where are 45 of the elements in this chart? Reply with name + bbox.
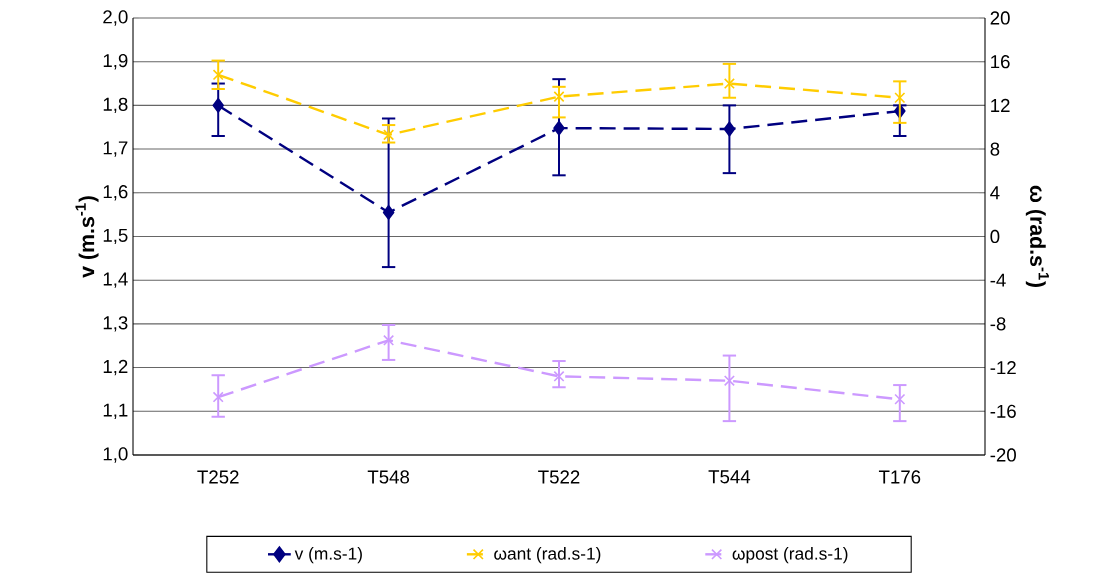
point <box>723 78 735 90</box>
point <box>212 391 224 403</box>
y-tick-label: 1,0 <box>103 447 128 463</box>
x-tick-label: T522 <box>538 470 580 484</box>
y-tick-label: 2,0 <box>103 10 128 26</box>
point <box>894 92 906 104</box>
legend-label: v (m.s-1) <box>294 547 362 564</box>
point <box>894 393 906 405</box>
y2-tick-label: 4 <box>990 186 1000 200</box>
y-tick-label: 1,3 <box>103 316 128 332</box>
point <box>382 204 395 220</box>
y-tick-label: 1,2 <box>103 359 128 376</box>
y2-tick-label: 12 <box>991 98 1010 112</box>
y-tick-label: 1,5 <box>103 228 128 245</box>
y-tick-label: 1,6 <box>103 185 128 201</box>
point <box>723 375 735 387</box>
point <box>383 334 395 346</box>
point <box>212 97 225 113</box>
y-tick-label: 1,9 <box>103 53 128 70</box>
legend-label: ωant (rad.s-1) <box>494 547 601 564</box>
point <box>723 121 736 137</box>
y2-axis-title: ω (rad.s$^{-1}$) <box>1025 185 1049 287</box>
x-tick-label: T548 <box>367 470 410 484</box>
y2-tick-label: -16 <box>990 404 1016 418</box>
y2-tick-label: 0 <box>990 229 1000 244</box>
y-tick-label: 1,8 <box>103 97 128 114</box>
y2-tick-label: 20 <box>990 11 1010 25</box>
y-tick-label: 1,7 <box>103 141 128 157</box>
y2-tick-label: 8 <box>990 142 1000 156</box>
y-tick-label: 1,4 <box>103 272 128 288</box>
y2-tick-label: -4 <box>990 273 1006 287</box>
x-tick-label: T544 <box>708 470 751 484</box>
legend-label: ωpost (rad.s-1) <box>732 547 848 564</box>
y2-tick-label: -20 <box>990 448 1016 462</box>
y-tick-label: 1,1 <box>103 403 128 419</box>
point <box>553 370 565 382</box>
y2-tick-label: -8 <box>990 317 1006 331</box>
x-tick-label: T252 <box>197 470 239 484</box>
point <box>553 120 565 136</box>
point <box>212 69 224 81</box>
x-tick-label: T176 <box>878 470 921 484</box>
y-axis-title: v (m.s$^{-1}$) <box>75 196 99 278</box>
point <box>553 91 565 103</box>
y2-tick-label: 16 <box>991 55 1010 69</box>
y2-tick-label: -12 <box>990 361 1016 375</box>
